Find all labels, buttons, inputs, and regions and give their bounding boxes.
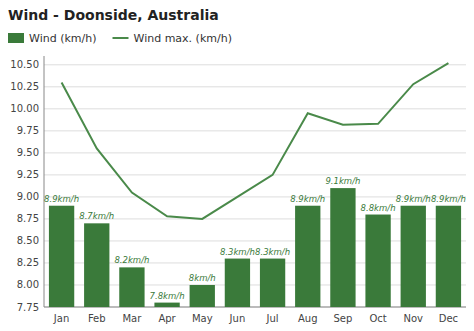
x-tick-label: Apr xyxy=(158,313,176,324)
data-label: 8.9km/h xyxy=(396,194,431,204)
legend-label: Wind (km/h) xyxy=(29,32,97,45)
data-label: 8.2km/h xyxy=(114,255,149,265)
y-tick-label: 9.00 xyxy=(17,191,39,202)
x-tick-label: Nov xyxy=(403,313,423,324)
x-tick-label: Feb xyxy=(88,313,106,324)
chart: Wind - Doonside, Australia Wind (km/h) Win… xyxy=(0,0,474,331)
title: Wind - Doonside, Australia xyxy=(8,7,219,23)
x-tick-label: Mar xyxy=(122,313,142,324)
x-tick-label: Jul xyxy=(266,313,279,324)
bar xyxy=(84,223,109,307)
bar xyxy=(401,206,426,307)
x-tick-label: Aug xyxy=(298,313,318,324)
bar xyxy=(49,206,74,307)
y-tick-label: 9.75 xyxy=(17,125,39,136)
bar xyxy=(190,285,215,307)
data-label: 8.7km/h xyxy=(79,211,114,221)
x-tick-label: Sep xyxy=(333,313,352,324)
data-label: 7.8km/h xyxy=(150,291,185,301)
data-label: 8.3km/h xyxy=(255,247,290,257)
legend-label: Wind max. (km/h) xyxy=(134,32,232,45)
data-labels: 8.9km/h8.7km/h8.2km/h7.8km/h8km/h8.3km/h… xyxy=(44,176,466,300)
x-tick-label: May xyxy=(192,313,213,324)
x-tick-label: Jun xyxy=(229,313,246,324)
x-tick-label: Dec xyxy=(439,313,458,324)
y-tick-label: 10.00 xyxy=(10,103,39,114)
data-label: 8.8km/h xyxy=(361,203,396,213)
y-tick-label: 8.25 xyxy=(17,257,39,268)
plot-area xyxy=(49,63,461,307)
data-label: 9.1km/h xyxy=(325,176,360,186)
y-tick-label: 9.25 xyxy=(17,169,39,180)
data-label: 8.9km/h xyxy=(290,194,325,204)
x-tick-label: Oct xyxy=(369,313,386,324)
grid-line xyxy=(44,108,466,109)
bar xyxy=(330,188,355,307)
bar xyxy=(436,206,461,307)
line xyxy=(62,63,449,219)
data-label: 8.3km/h xyxy=(220,247,255,257)
bar xyxy=(119,267,144,307)
y-tick-label: 10.25 xyxy=(10,81,39,92)
legend-swatch xyxy=(113,37,129,39)
y-axis-line xyxy=(44,56,45,307)
grid-line xyxy=(44,64,466,65)
bar xyxy=(365,215,390,307)
y-tick-label: 8.50 xyxy=(17,235,39,246)
bar xyxy=(154,303,179,307)
y-tick-label: 7.75 xyxy=(17,302,39,313)
y-tick-label: 10.50 xyxy=(10,59,39,70)
x-tick-label: Jan xyxy=(53,313,69,324)
grid-line xyxy=(44,174,466,175)
data-label: 8.9km/h xyxy=(44,194,79,204)
bar xyxy=(260,259,285,307)
y-tick-label: 8.00 xyxy=(17,279,39,290)
grid-line xyxy=(44,86,466,87)
grid-line xyxy=(44,152,466,153)
grid-line xyxy=(44,130,466,131)
y-tick-label: 8.75 xyxy=(17,213,39,224)
data-label: 8.9km/h xyxy=(431,194,466,204)
legend-swatch xyxy=(8,33,24,43)
bar xyxy=(225,259,250,307)
bar xyxy=(295,206,320,307)
data-label: 8km/h xyxy=(189,273,216,283)
y-tick-label: 9.50 xyxy=(17,147,39,158)
